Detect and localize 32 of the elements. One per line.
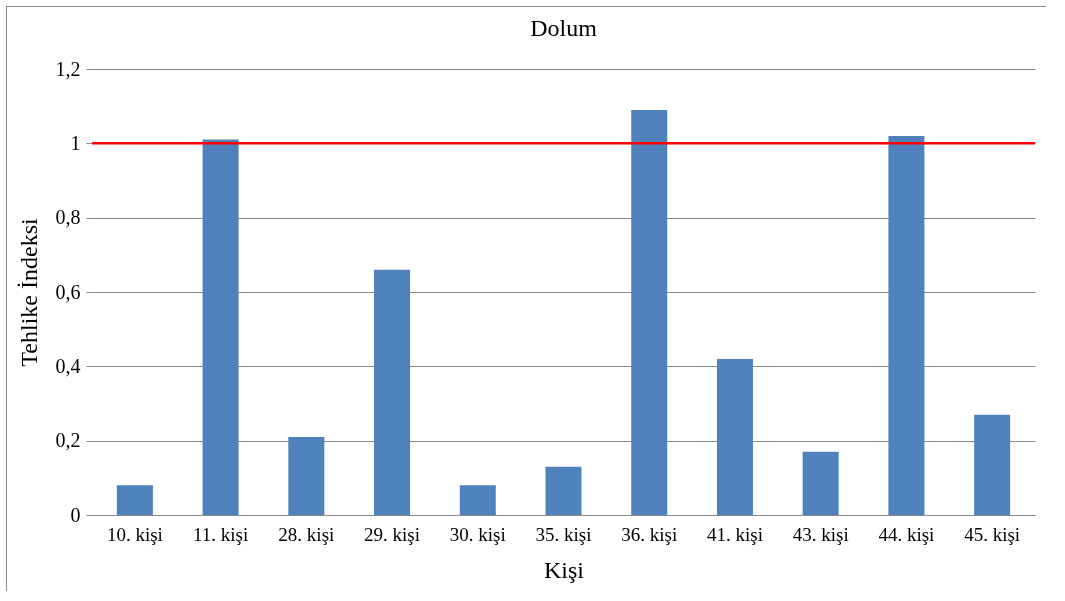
y-tick-label: 0,2 [55,429,81,452]
x-axis-title: Kişi [543,556,585,583]
x-tick-label: 11. kişi [192,523,249,545]
x-tick-label: 28. kişi [278,523,335,545]
y-tick-label: 1,2 [55,57,81,80]
bar [545,466,582,515]
y-axis-title: Tehlike İndeksi [15,218,42,367]
y-tick-label: 0 [70,503,81,526]
bar [116,485,153,515]
x-tick-label: 45. kişi [964,523,1021,545]
x-tick-label: 44. kişi [878,523,935,545]
y-tick-label: 0,8 [55,206,81,229]
x-tick-label: 43. kişi [792,523,849,545]
bar [202,139,239,515]
x-tick-label: 36. kişi [621,523,678,545]
bar [374,269,411,515]
bar [974,414,1011,515]
y-tick-label: 1 [70,131,81,154]
bar [459,485,496,515]
x-tick-label: 30. kişi [449,523,506,545]
bar [631,109,668,515]
bar [888,135,925,515]
y-tick-label: 0,6 [55,280,81,303]
x-tick-label: 41. kişi [706,523,763,545]
y-tick-label: 0,4 [55,354,81,377]
x-tick-label: 35. kişi [535,523,592,545]
bar [716,358,753,515]
bar [802,451,839,515]
chart-title: Dolum [530,15,598,41]
x-tick-label: 29. kişi [364,523,421,545]
x-tick-label: 10. kişi [106,523,163,545]
bar [288,436,325,515]
